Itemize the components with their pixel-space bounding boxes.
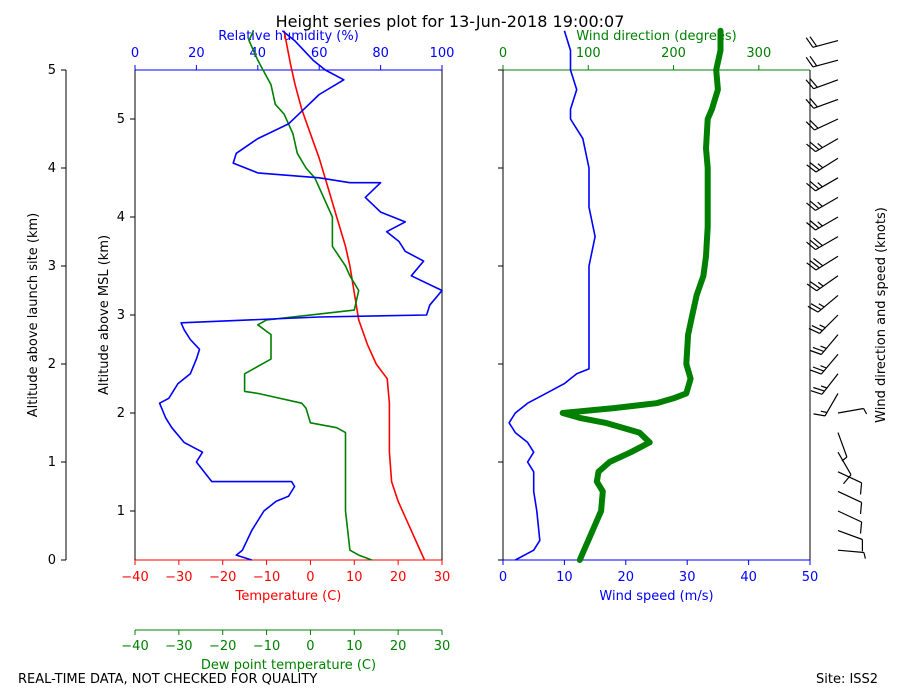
humidity-tick-label: 80 [372, 46, 389, 61]
quality-disclaimer: REAL-TIME DATA, NOT CHECKED FOR QUALITY [18, 672, 318, 687]
wind-speed-line [508, 30, 596, 561]
launch-altitude-tick-label: 0 [48, 553, 56, 568]
temperature-tick-label: −40 [121, 570, 148, 585]
launch-altitude-tick-label: 1 [48, 455, 56, 470]
wind-speed-axis-label: Wind speed (m/s) [599, 589, 713, 604]
wind-direction-line [559, 27, 724, 563]
launch-altitude-tick-label: 2 [48, 357, 56, 372]
launch-altitude-tick-label: 4 [48, 161, 56, 176]
wind-barb [810, 334, 839, 356]
wind-barb [837, 530, 863, 552]
temperature-tick-label: −20 [209, 570, 236, 585]
wind-barb [810, 373, 839, 395]
temperature-tick-label: 0 [306, 570, 314, 585]
dewpoint-tick-label: −20 [209, 639, 236, 654]
temperature-tick-label: −10 [253, 570, 280, 585]
temperature-tick-label: −30 [165, 570, 192, 585]
wind-direction-tick-label: 0 [499, 46, 507, 61]
wind-barb [805, 118, 839, 131]
wind-barb [837, 451, 852, 485]
temperature-axis-label: Temperature (C) [235, 589, 342, 604]
dewpoint-tick-label: −40 [121, 639, 148, 654]
dewpoint-line [243, 30, 373, 561]
dewpoint-tick-label: 20 [390, 639, 407, 654]
wind-speed-tick-label: 10 [556, 570, 573, 585]
wind-barb [806, 255, 839, 271]
wind-direction-tick-label: 100 [576, 46, 601, 61]
msl-altitude-axis-label: Altitude above MSL (km) [97, 235, 112, 395]
wind-barb [837, 549, 866, 559]
wind-barb [806, 216, 839, 231]
humidity-tick-label: 20 [188, 46, 205, 61]
wind-barb [805, 78, 839, 90]
wind-barb [806, 138, 839, 153]
wind-speed-tick-label: 40 [740, 570, 757, 585]
temperature-line [283, 30, 426, 561]
wind-barb [810, 353, 839, 375]
temperature-tick-label: 30 [434, 570, 451, 585]
wind-barb [807, 294, 839, 313]
dewpoint-tick-label: −30 [165, 639, 192, 654]
dewpoint-tick-label: 10 [346, 639, 363, 654]
dewpoint-tick-label: 0 [306, 639, 314, 654]
wind-barbs-axis-label: Wind direction and speed (knots) [874, 207, 889, 423]
wind-barb [806, 236, 839, 251]
wind-direction-tick-label: 200 [661, 46, 686, 61]
wind-barb [837, 471, 863, 495]
humidity-tick-label: 60 [311, 46, 328, 61]
temperature-tick-label: 20 [390, 570, 407, 585]
chart-title: Height series plot for 13-Jun-2018 19:00… [275, 12, 625, 31]
launch-altitude-tick-label: 5 [48, 63, 56, 78]
wind-speed-tick-label: 30 [679, 570, 696, 585]
dewpoint-tick-label: −10 [253, 639, 280, 654]
humidity-line [158, 30, 443, 561]
wind-barb [837, 407, 868, 415]
wind-barb [805, 97, 839, 109]
msl-altitude-tick-label: 2 [117, 406, 125, 421]
wind-barb [837, 510, 863, 534]
wind-barb [837, 432, 848, 462]
wind-direction-axis-label: Wind direction (degrees) [576, 29, 736, 44]
msl-altitude-tick-label: 1 [117, 504, 125, 519]
launch-altitude-tick-label: 3 [48, 259, 56, 274]
wind-barb [806, 275, 839, 292]
msl-altitude-tick-label: 5 [117, 112, 125, 127]
msl-altitude-tick-label: 4 [117, 210, 125, 225]
temperature-tick-label: 10 [346, 570, 363, 585]
humidity-tick-label: 100 [430, 46, 455, 61]
dewpoint-tick-label: 30 [434, 639, 451, 654]
wind-speed-tick-label: 0 [499, 570, 507, 585]
wind-direction-tick-label: 300 [746, 46, 771, 61]
dewpoint-axis-label: Dew point temperature (C) [201, 658, 376, 673]
wind-barb [837, 490, 863, 515]
launch-altitude-axis-label: Altitude above launch site (km) [26, 213, 41, 417]
msl-altitude-tick-label: 3 [117, 308, 125, 323]
wind-barb [806, 177, 839, 192]
wind-barb [805, 36, 839, 48]
wind-barb [806, 157, 839, 173]
site-label: Site: ISS2 [816, 672, 879, 687]
wind-barb [805, 55, 839, 68]
wind-speed-tick-label: 50 [802, 570, 819, 585]
wind-speed-tick-label: 20 [618, 570, 635, 585]
wind-barb [813, 393, 839, 417]
humidity-tick-label: 0 [131, 46, 139, 61]
wind-barb [808, 314, 839, 334]
wind-barb [806, 196, 839, 211]
